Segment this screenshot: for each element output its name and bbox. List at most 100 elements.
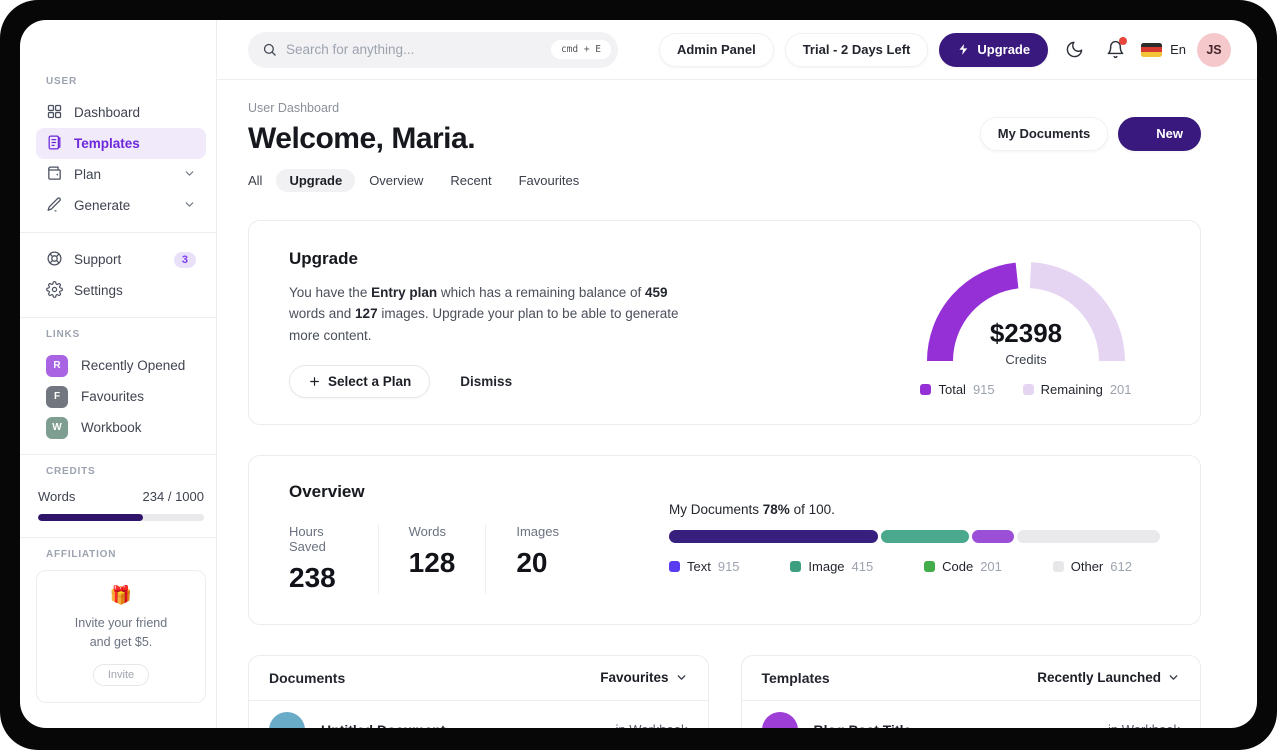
upgrade-card: Upgrade You have the Entry plan which ha… — [248, 220, 1201, 425]
tab-favourites[interactable]: Favourites — [518, 173, 580, 188]
breadcrumb: User Dashboard — [248, 101, 340, 115]
language-label[interactable]: En — [1170, 42, 1186, 57]
tab-upgrade[interactable]: Upgrade — [276, 169, 356, 192]
affiliation-text: Invite your friend and get $5. — [74, 616, 168, 649]
chevron-down-icon — [677, 675, 685, 681]
documents-filter-dropdown[interactable]: Favourites — [600, 670, 687, 685]
gauge-amount: $2398 — [989, 318, 1063, 348]
stat-images: Images 20 — [516, 523, 559, 578]
document-avatar — [269, 711, 305, 728]
tab-bar: All Upgrade Overview Recent Favourites — [248, 169, 1201, 192]
plus-icon — [310, 377, 319, 386]
overview-card-title: Overview — [289, 481, 365, 501]
sidebar-item-generate[interactable]: Generate — [36, 190, 206, 221]
search-icon — [263, 43, 276, 56]
documents-card-title: Documents — [269, 669, 346, 686]
legend-image: Image 415 — [790, 559, 873, 574]
document-row[interactable]: Untitled Document in Workbook — [249, 701, 708, 728]
sidebar-item-label: Plan — [74, 167, 102, 182]
pencil-icon — [46, 196, 63, 216]
search-shortcut-badge: cmd + E — [550, 40, 611, 59]
germany-flag-icon[interactable] — [1141, 42, 1163, 57]
document-location: in Workbook — [615, 722, 687, 728]
credits-gauge: $2398 Credits Total 915 Remaining — [906, 249, 1146, 398]
legend-swatch — [924, 560, 936, 572]
bar-segment-code — [972, 529, 1014, 543]
tab-all[interactable]: All — [248, 173, 263, 188]
bell-icon — [1107, 40, 1123, 59]
content-area: User Dashboard Welcome, Maria. My Docume… — [217, 80, 1257, 728]
sidebar-link-favourites[interactable]: F Favourites — [36, 381, 206, 412]
tab-recent[interactable]: Recent — [450, 173, 492, 188]
legend-swatch — [669, 560, 680, 572]
upgrade-card-title: Upgrade — [289, 249, 358, 268]
stacked-progress-bar — [669, 529, 1160, 543]
legend-code: Code 201 — [924, 559, 1002, 574]
document-name: Untitled Document — [321, 722, 445, 728]
sidebar-link-label: Favourites — [81, 389, 145, 404]
bar-segment-text — [669, 529, 878, 543]
sidebar-item-settings[interactable]: Settings — [36, 275, 206, 306]
user-avatar[interactable]: JS — [1197, 32, 1231, 67]
template-location: in Workbook — [1108, 722, 1180, 728]
templates-card-title: Templates — [761, 669, 830, 686]
template-row[interactable]: Blog Post Title in Workbook — [742, 701, 1201, 728]
credits-words-label: Words — [38, 489, 76, 504]
affiliation-card: 🎁 Invite your friend and get $5. Invite — [36, 570, 206, 703]
legend-swatch — [1052, 560, 1064, 572]
legend-swatch — [790, 560, 802, 572]
admin-panel-button[interactable]: Admin Panel — [658, 32, 774, 67]
gift-icon: 🎁 — [109, 585, 133, 605]
trial-badge-button[interactable]: Trial - 2 Days Left — [784, 32, 929, 67]
select-plan-button[interactable]: Select a Plan — [289, 364, 431, 398]
dismiss-button[interactable]: Dismiss — [460, 373, 513, 389]
documents-card: Documents Favourites Untitled Document i… — [248, 654, 709, 728]
sidebar-item-plan[interactable]: Plan — [36, 159, 206, 190]
wallet-icon — [46, 165, 63, 185]
sidebar-item-dashboard[interactable]: Dashboard — [36, 97, 206, 128]
template-name: Blog Post Title — [814, 722, 912, 728]
tab-overview[interactable]: Overview — [369, 173, 424, 188]
templates-card: Templates Recently Launched Blog Post Ti… — [740, 654, 1201, 728]
sidebar-divider — [20, 537, 216, 538]
support-count-badge: 3 — [173, 251, 196, 268]
bolt-icon — [959, 44, 968, 55]
lifebuoy-icon — [46, 250, 63, 270]
sidebar: USER Dashboard Templates Plan Generate S… — [20, 20, 217, 728]
grid-icon — [46, 103, 63, 123]
sidebar-link-label: Workbook — [81, 420, 142, 435]
upgrade-button[interactable]: Upgrade — [939, 32, 1049, 67]
documents-progress-text: My Documents 78% of 100. — [669, 501, 835, 517]
sidebar-section-credits: CREDITS — [46, 466, 96, 477]
my-documents-button[interactable]: My Documents — [979, 116, 1109, 151]
legend-total: Total 915 — [920, 382, 995, 397]
sidebar-divider — [20, 317, 216, 318]
new-button[interactable]: New — [1118, 116, 1201, 151]
sidebar-link-label: Recently Opened — [81, 358, 186, 373]
notification-dot — [1119, 36, 1128, 45]
stat-hours-saved: Hours Saved 238 — [289, 523, 379, 594]
sidebar-divider — [20, 232, 216, 233]
sidebar-divider — [20, 454, 216, 455]
legend-text: Text 915 — [669, 559, 740, 574]
topbar: cmd + E Admin Panel Trial - 2 Days Left … — [217, 20, 1257, 80]
legend-remaining: Remaining 201 — [1022, 382, 1132, 397]
sidebar-link-workbook[interactable]: W Workbook — [36, 412, 206, 443]
link-initial-badge: F — [46, 385, 68, 408]
legend-swatch — [1022, 384, 1034, 395]
sidebar-item-support[interactable]: Support 3 — [36, 244, 206, 275]
link-initial-badge: R — [46, 354, 68, 377]
link-initial-badge: W — [46, 416, 68, 439]
search-bar[interactable]: cmd + E — [248, 31, 618, 68]
notifications-button[interactable] — [1100, 35, 1130, 65]
search-input[interactable] — [286, 42, 542, 57]
templates-filter-dropdown[interactable]: Recently Launched — [1037, 670, 1180, 685]
chevron-down-icon — [183, 167, 196, 183]
chevron-down-icon — [183, 198, 196, 214]
document-icon — [46, 134, 63, 154]
invite-button[interactable]: Invite — [92, 663, 150, 686]
sidebar-item-templates[interactable]: Templates — [36, 128, 206, 159]
chevron-down-icon — [1169, 675, 1178, 681]
sidebar-link-recently-opened[interactable]: R Recently Opened — [36, 350, 206, 381]
dark-mode-toggle[interactable] — [1059, 35, 1089, 65]
